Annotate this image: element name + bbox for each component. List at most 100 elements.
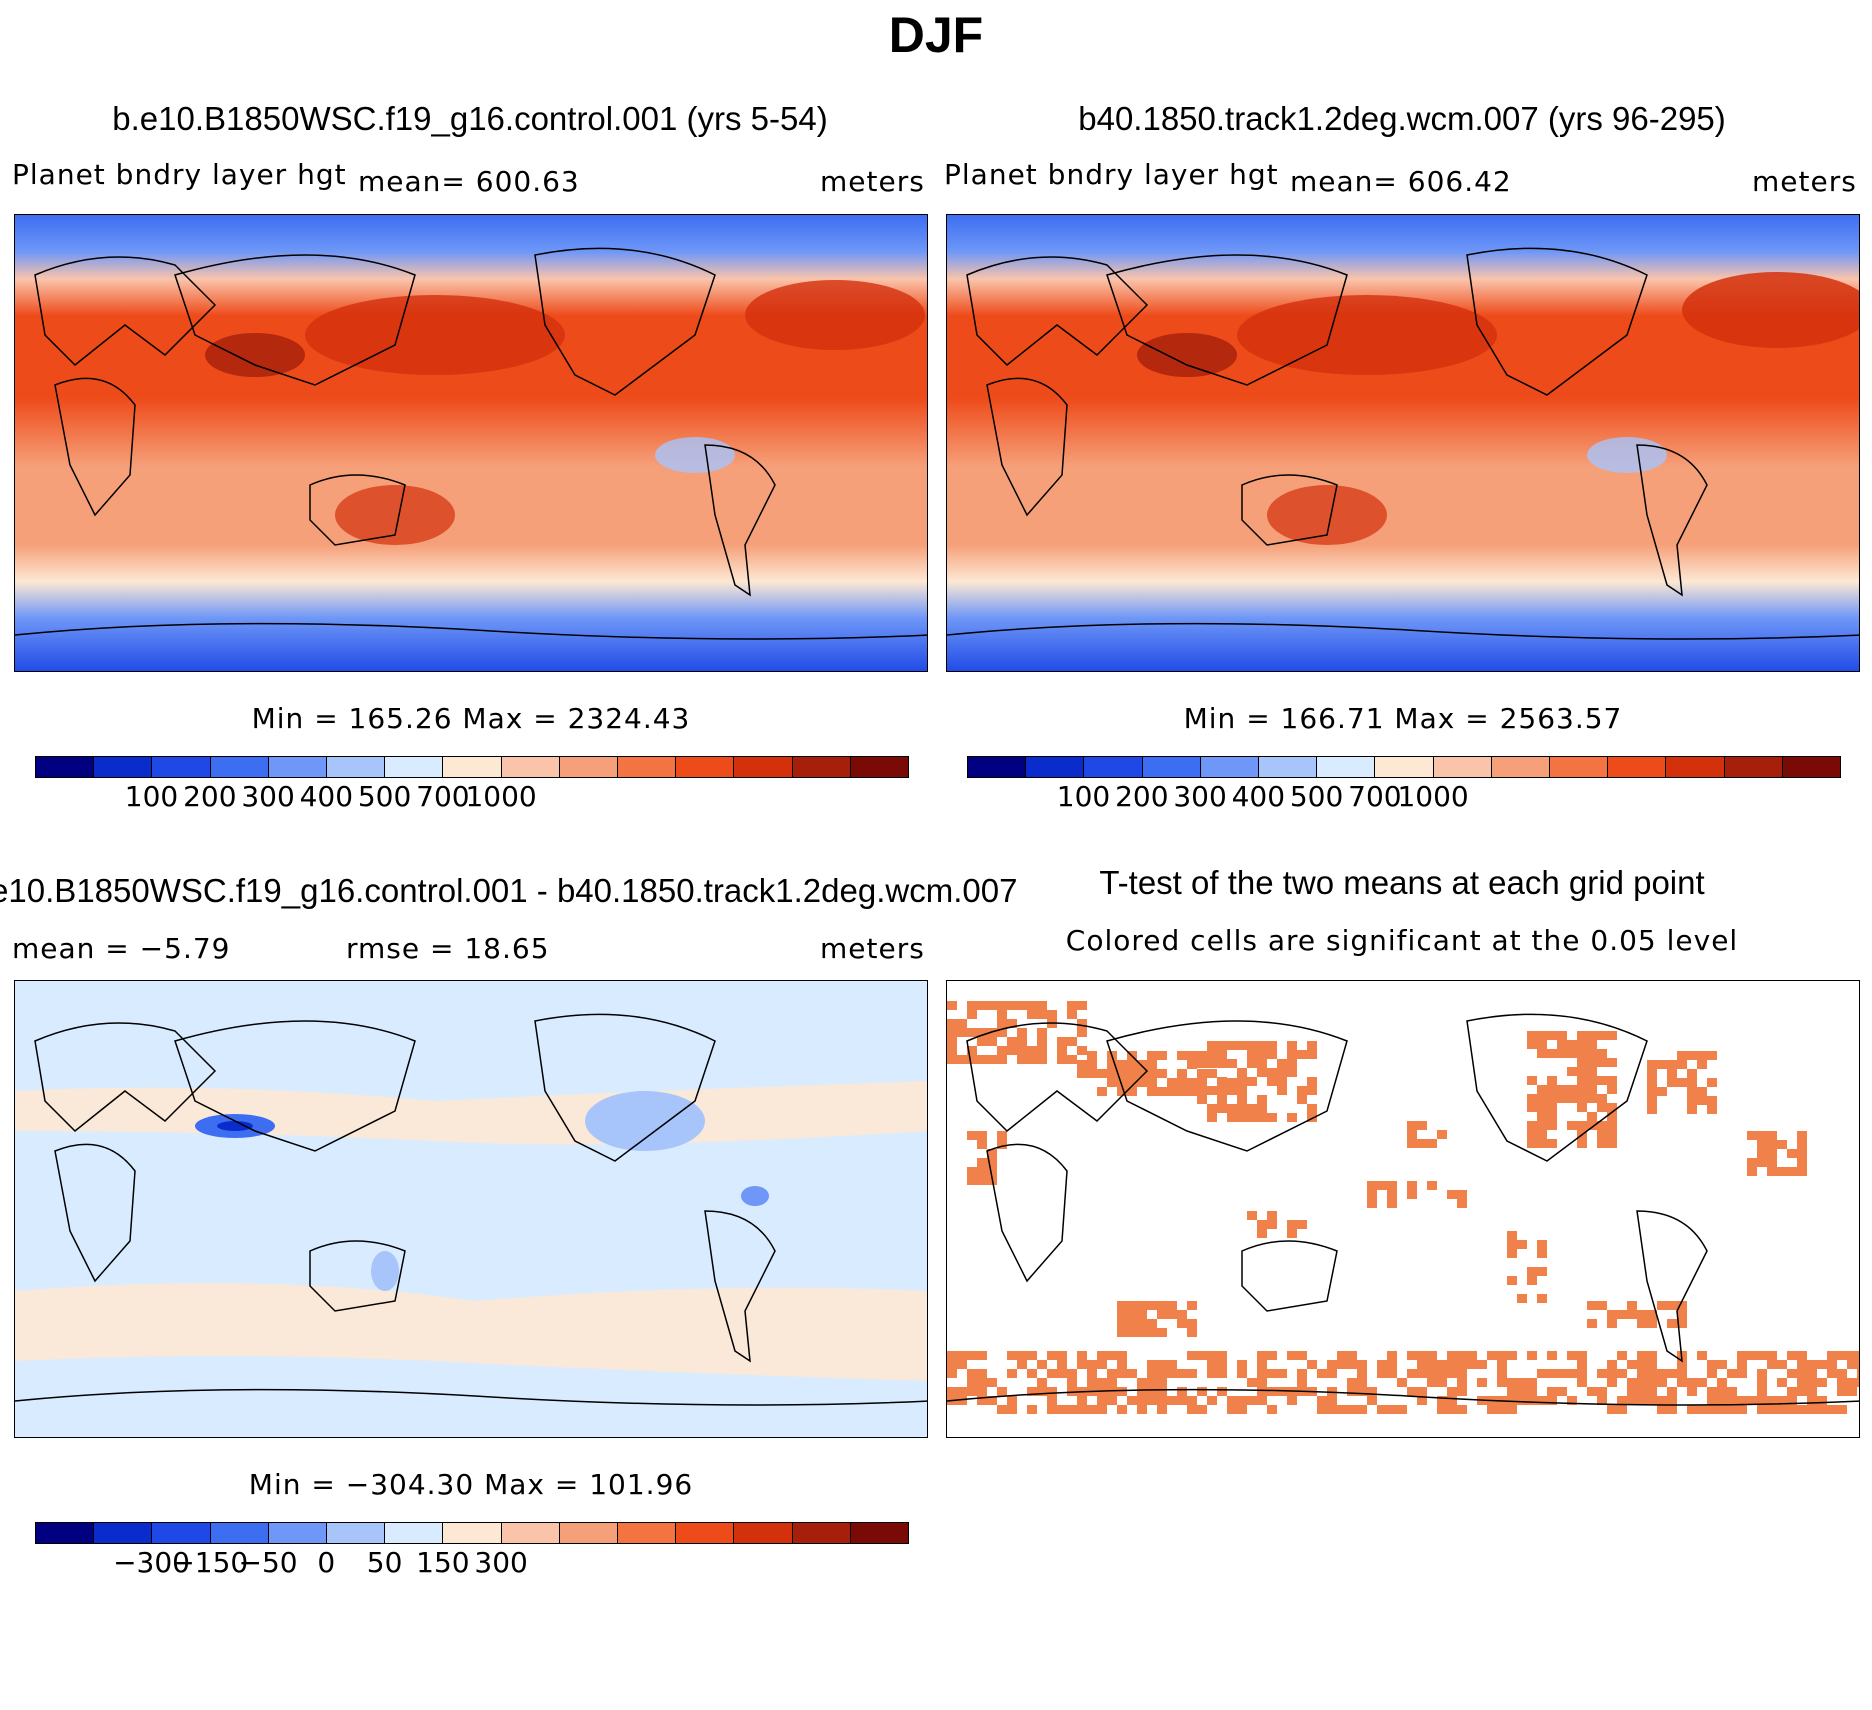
- significant-cell: [987, 1167, 997, 1176]
- significant-cell: [1277, 1077, 1287, 1086]
- significant-cell: [1587, 1031, 1597, 1040]
- significant-cell: [1567, 1396, 1577, 1405]
- panel3-field-plot: [15, 981, 927, 1437]
- significant-cell: [1657, 1405, 1667, 1414]
- panel3-colorbar-segment: [443, 1523, 502, 1543]
- significant-cell: [1787, 1405, 1797, 1414]
- significant-cell: [1657, 1301, 1667, 1310]
- panel3-colorbar-tick-label: 150: [416, 1546, 470, 1579]
- significant-cell: [1087, 1405, 1097, 1414]
- significant-cell: [1087, 1378, 1097, 1387]
- significant-cell: [1067, 1405, 1077, 1414]
- significant-cell: [1437, 1378, 1447, 1387]
- panel4-significance-plot: [947, 981, 1859, 1437]
- significant-cell: [967, 1055, 977, 1064]
- significant-cell: [1557, 1040, 1567, 1049]
- significant-cell: [1227, 1059, 1237, 1068]
- significant-cell: [1257, 1396, 1267, 1405]
- significant-cell: [1447, 1190, 1457, 1199]
- significant-cell: [1807, 1387, 1817, 1396]
- significant-cell: [977, 1055, 987, 1064]
- panel3-title: b.e10.B1850WSC.f19_g16.control.001 - b40…: [0, 872, 1018, 909]
- significant-cell: [977, 1396, 987, 1405]
- significant-cell: [947, 1360, 957, 1369]
- significant-cell: [1537, 1103, 1547, 1112]
- significant-cell: [1787, 1369, 1797, 1378]
- significant-cell: [1267, 1068, 1277, 1077]
- significant-cell: [1547, 1085, 1557, 1094]
- panel3-rmse-label: rmse = 18.65: [346, 932, 550, 965]
- significant-cell: [1697, 1096, 1707, 1105]
- significant-cell: [1237, 1113, 1247, 1122]
- significant-cell: [1157, 1310, 1167, 1319]
- significant-cell: [1527, 1267, 1537, 1276]
- significant-cell: [1637, 1310, 1647, 1319]
- significant-cell: [1537, 1267, 1547, 1276]
- significant-cell: [1117, 1328, 1127, 1337]
- panel3-colorbar-segment: [501, 1523, 560, 1543]
- panel3-colorbar-segment: [676, 1523, 735, 1543]
- significant-cell: [1127, 1328, 1137, 1337]
- significant-cell: [1597, 1121, 1607, 1130]
- significant-cell: [1267, 1369, 1277, 1378]
- significant-cell: [1787, 1387, 1797, 1396]
- significant-cell: [1607, 1112, 1617, 1121]
- significant-cell: [1417, 1139, 1427, 1148]
- significant-cell: [1657, 1060, 1667, 1069]
- significant-cell: [1327, 1369, 1337, 1378]
- significant-cell: [1707, 1387, 1717, 1396]
- significant-cell: [1427, 1181, 1437, 1190]
- significant-cell: [1637, 1387, 1647, 1396]
- significant-cell: [1577, 1103, 1587, 1112]
- significant-cell: [1577, 1076, 1587, 1085]
- significant-cell: [1537, 1094, 1547, 1103]
- panel2-minmax: Min = 166.71 Max = 2563.57: [1183, 702, 1623, 735]
- significant-cell: [1657, 1396, 1667, 1405]
- significant-cell: [1487, 1351, 1497, 1360]
- significant-cell: [1797, 1131, 1807, 1140]
- significant-cell: [1147, 1087, 1157, 1096]
- significant-cell: [1587, 1085, 1597, 1094]
- significant-cell: [1217, 1360, 1227, 1369]
- panel2-colorbar-segment: [1317, 757, 1376, 777]
- significant-cell: [1677, 1078, 1687, 1087]
- significant-cell: [1257, 1387, 1267, 1396]
- significant-cell: [1767, 1140, 1777, 1149]
- significant-cell: [1237, 1405, 1247, 1414]
- significant-cell: [1387, 1190, 1397, 1199]
- panel1-units-label: meters: [820, 165, 925, 198]
- significant-cell: [1707, 1096, 1717, 1105]
- significant-cell: [1227, 1104, 1237, 1113]
- panel3-colorbar-segment: [559, 1523, 619, 1543]
- significant-cell: [1267, 1387, 1277, 1396]
- significant-cell: [1617, 1351, 1627, 1360]
- significant-cell: [1247, 1077, 1257, 1086]
- significant-cell: [1827, 1405, 1837, 1414]
- significant-cell: [1797, 1149, 1807, 1158]
- significant-cell: [1567, 1121, 1577, 1130]
- panel3-colorbar-tick-label: −150: [171, 1546, 249, 1579]
- significant-cell: [1627, 1310, 1637, 1319]
- significant-cell: [1157, 1069, 1167, 1078]
- significant-cell: [1357, 1405, 1367, 1414]
- panel1-field-plot: [15, 215, 927, 671]
- significant-cell: [1227, 1113, 1237, 1122]
- significant-cell: [1267, 1113, 1277, 1122]
- significant-cell: [1577, 1067, 1587, 1076]
- significant-cell: [1527, 1276, 1537, 1285]
- panel1-variable-label: Planet bndry layer hgt: [12, 158, 347, 191]
- significant-cell: [1557, 1369, 1567, 1378]
- significant-cell: [967, 1369, 977, 1378]
- significant-cell: [1227, 1041, 1237, 1050]
- significant-cell: [1677, 1060, 1687, 1069]
- panel2-colorbar-segment: [1724, 757, 1783, 777]
- significant-cell: [1797, 1405, 1807, 1414]
- significant-cell: [1307, 1077, 1317, 1086]
- panel4-title: T-test of the two means at each grid poi…: [1099, 864, 1705, 901]
- significant-cell: [1597, 1076, 1607, 1085]
- significant-cells: [947, 1001, 1859, 1414]
- significant-cell: [997, 1055, 1007, 1064]
- significant-cell: [1257, 1050, 1267, 1059]
- significant-cell: [1147, 1078, 1157, 1087]
- significant-cell: [1517, 1387, 1527, 1396]
